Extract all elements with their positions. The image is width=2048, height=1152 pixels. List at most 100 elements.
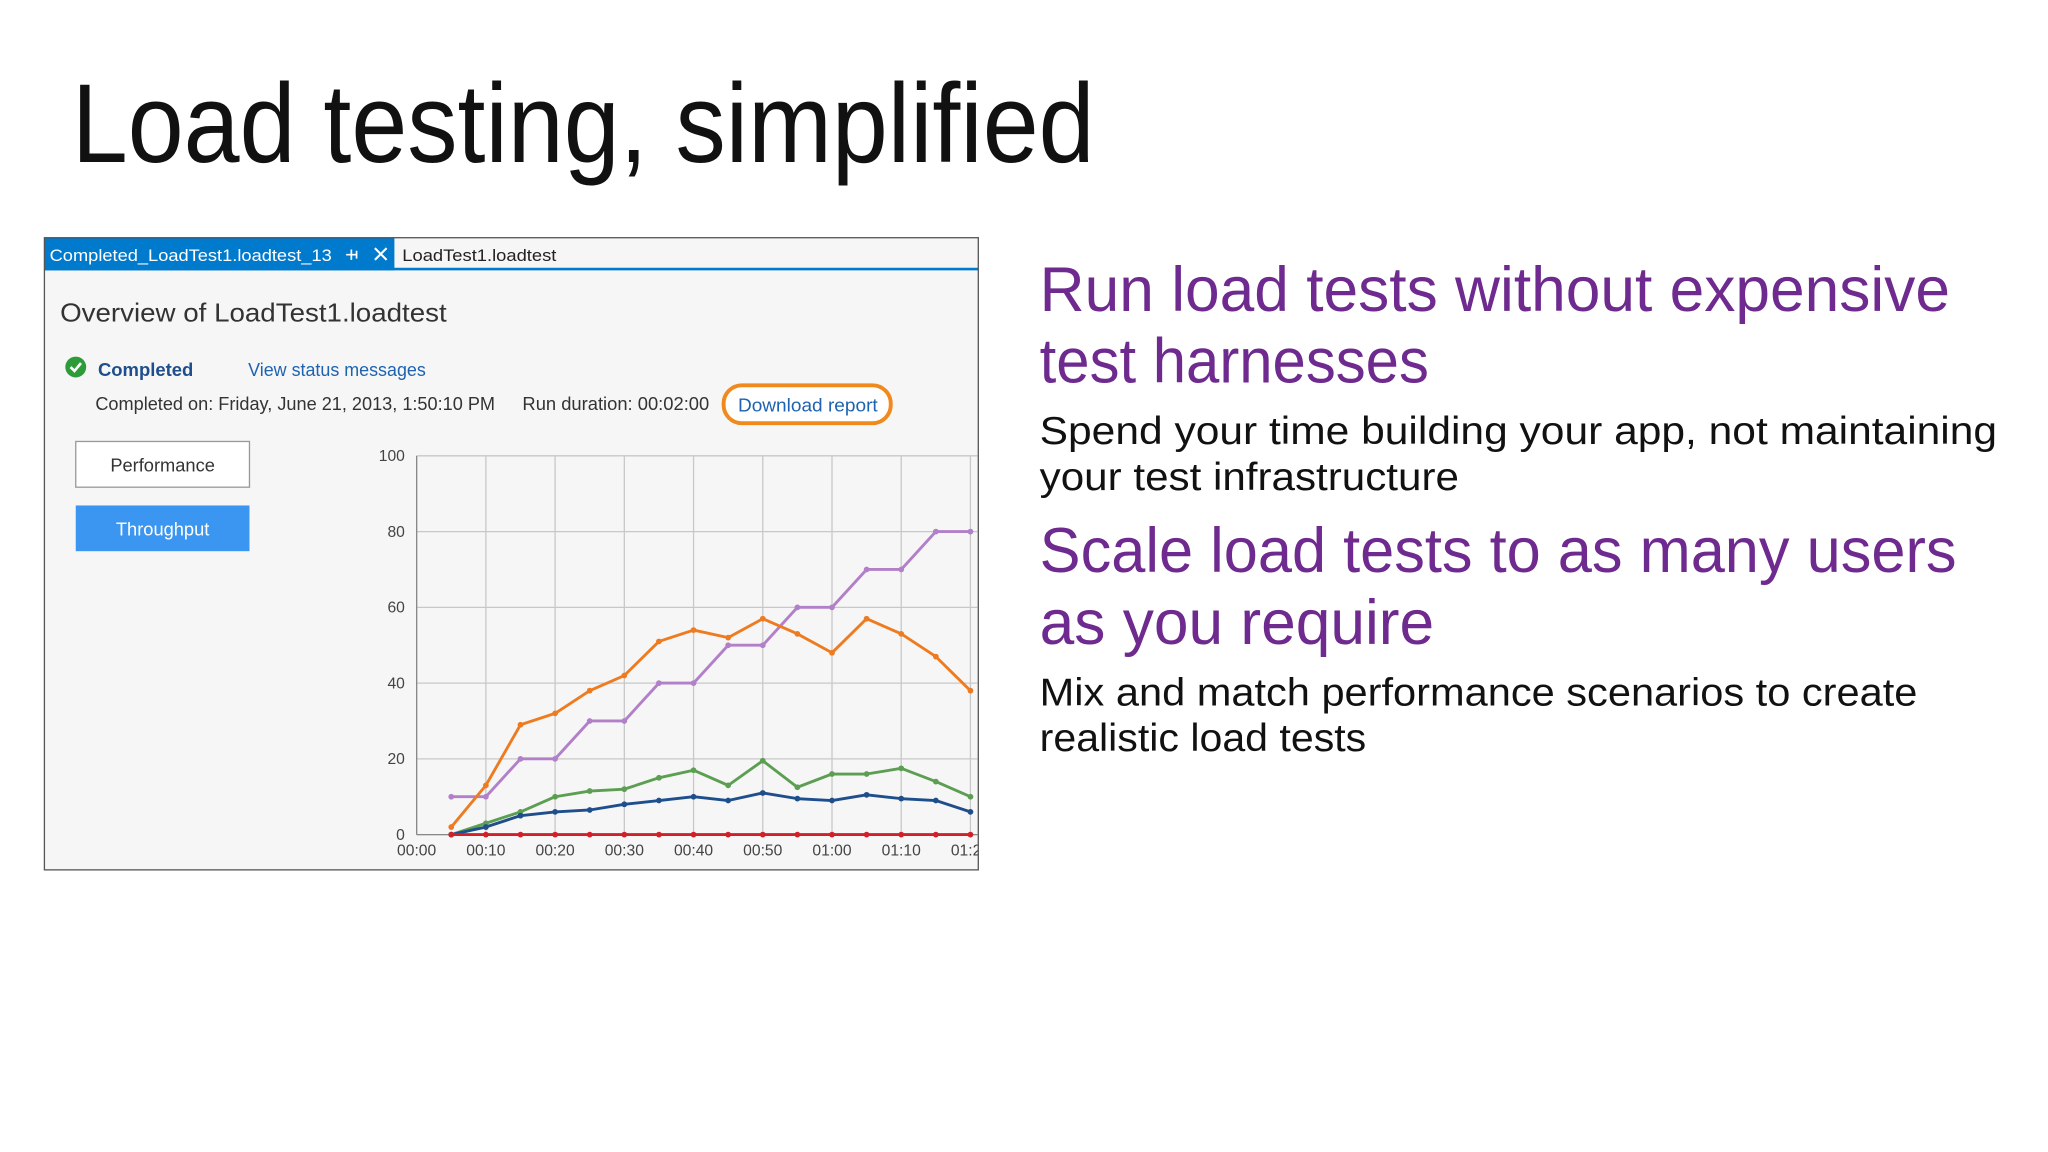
data-point — [517, 755, 524, 762]
data-point — [621, 831, 628, 838]
throughput-button[interactable] — [75, 505, 250, 552]
data-point — [725, 782, 732, 789]
data-point — [829, 797, 835, 804]
data-point — [725, 831, 732, 838]
data-point — [725, 634, 732, 641]
data-point — [932, 831, 939, 838]
data-point — [656, 680, 662, 686]
bullet-body: your test infrastructure — [1040, 456, 1459, 499]
data-point — [517, 812, 524, 819]
data-point — [656, 831, 662, 838]
data-point — [829, 604, 835, 611]
series-line — [450, 617, 972, 828]
data-point — [863, 566, 870, 573]
check — [69, 362, 82, 373]
active-tab[interactable] — [44, 237, 395, 271]
pin-icon[interactable] — [346, 249, 358, 260]
data-point — [483, 793, 489, 800]
x-tick-label: 00:10 — [466, 843, 505, 860]
data-point — [517, 721, 524, 728]
slide-title: Load testing, simplified — [72, 60, 1095, 186]
data-point — [483, 824, 489, 830]
data-point — [863, 615, 870, 622]
chart: 0 20 40 60 80 100 00:00 00:10 00:20 00:30 00:40 00:… — [379, 448, 990, 860]
data-point — [759, 615, 766, 622]
data-point — [794, 630, 801, 637]
data-point — [898, 795, 905, 802]
data-point — [967, 528, 974, 535]
status-link[interactable]: View status messages — [248, 359, 426, 380]
bullet-heading: test harnesses — [1040, 327, 1429, 397]
y-tick-label: 0 — [396, 827, 405, 844]
data-point — [863, 791, 870, 798]
data-point — [932, 528, 939, 535]
data-point — [690, 767, 697, 774]
data-point — [483, 831, 489, 838]
data-point — [932, 797, 939, 804]
data-point — [586, 687, 593, 694]
data-point — [863, 831, 870, 838]
data-point — [759, 642, 766, 649]
y-tick-label: 80 — [387, 524, 405, 541]
data-point — [932, 778, 939, 785]
data-point — [586, 831, 593, 838]
y-tick-label: 40 — [387, 675, 405, 692]
data-point — [898, 765, 905, 772]
x-tick-label: 01:10 — [882, 843, 921, 860]
y-tick-label: 100 — [379, 448, 405, 465]
data-point — [552, 710, 558, 717]
overview-title: Overview of LoadTest1.loadtest — [60, 297, 447, 327]
data-point — [621, 672, 628, 679]
data-point — [586, 788, 593, 794]
data-point — [552, 831, 558, 838]
run-duration: Run duration: 00:02:00 — [522, 393, 709, 414]
series-line — [450, 759, 972, 836]
data-point — [552, 755, 558, 762]
data-point — [448, 824, 455, 830]
x-tick-label: 00:40 — [674, 843, 713, 860]
download-button[interactable] — [721, 383, 893, 426]
data-point — [621, 718, 628, 724]
data-point — [829, 831, 835, 838]
screenshot: Completed_LoadTest1.loadtest_13 LoadTest… — [44, 237, 990, 870]
data-point — [621, 801, 628, 808]
series-line — [451, 530, 971, 799]
data-point — [794, 795, 801, 802]
data-point — [759, 757, 766, 764]
data-point — [448, 793, 455, 800]
completed-on: Completed on: Friday, June 21, 2013, 1:5… — [95, 393, 495, 414]
data-point — [690, 680, 697, 686]
data-point — [690, 831, 697, 838]
data-point — [448, 831, 455, 838]
data-point — [725, 642, 732, 649]
data-point — [621, 786, 628, 793]
tab-label: Completed_LoadTest1.loadtest_13 — [50, 246, 332, 265]
data-point — [794, 831, 801, 838]
data-point — [898, 630, 905, 637]
data-point — [932, 653, 939, 660]
data-point — [586, 718, 593, 724]
x-tick-label: 01:20 — [951, 843, 990, 860]
data-point — [967, 687, 974, 694]
panel-border — [43, 237, 979, 871]
data-point — [552, 793, 558, 800]
bullet-heading: Scale load tests to as many users — [1040, 516, 1957, 586]
data-point — [898, 566, 905, 573]
data-point — [794, 784, 801, 791]
inactive-tab[interactable] — [394, 237, 979, 271]
tab-label: LoadTest1.loadtest — [402, 246, 556, 265]
x-tick-label: 00:50 — [743, 843, 782, 860]
close-icon[interactable] — [374, 247, 388, 261]
data-point — [829, 649, 835, 656]
bullet-body: Spend your time building your app, not m… — [1040, 410, 1997, 453]
data-point — [552, 809, 558, 815]
data-point — [656, 797, 662, 804]
data-point — [829, 771, 835, 777]
bullet-body: realistic load tests — [1040, 717, 1367, 760]
data-point — [656, 638, 662, 645]
data-point — [759, 790, 766, 796]
performance-button[interactable] — [75, 440, 251, 488]
data-point — [586, 807, 593, 813]
